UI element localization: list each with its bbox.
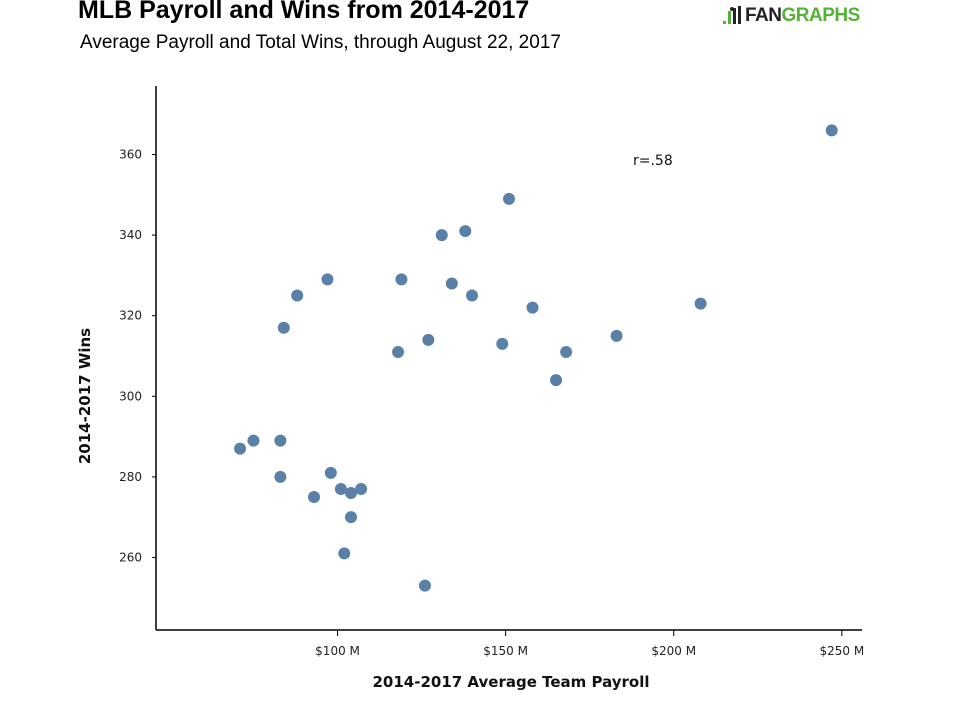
x-tick-label: $100 M <box>315 644 360 658</box>
data-point <box>277 321 290 334</box>
x-tick-label: $200 M <box>651 644 696 658</box>
data-point <box>459 225 472 238</box>
chart-subtitle: Average Payroll and Total Wins, through … <box>80 32 561 53</box>
x-axis-title: 2014-2017 Average Team Payroll <box>372 673 649 691</box>
data-point <box>308 491 321 504</box>
data-point <box>355 482 368 495</box>
y-axis-title: 2014-2017 Wins <box>76 328 94 464</box>
chart-title: MLB Payroll and Wins from 2014-2017 <box>78 0 530 24</box>
data-point <box>274 470 287 483</box>
data-point <box>422 333 435 346</box>
fangraphs-logo-icon <box>722 5 744 27</box>
y-tick-label: 260 <box>119 550 142 564</box>
data-point <box>321 273 334 286</box>
data-point <box>344 486 357 499</box>
data-point <box>825 124 838 137</box>
fangraphs-logo: FAN GRAPHS <box>722 5 860 27</box>
data-point <box>234 442 247 455</box>
data-points <box>234 124 838 592</box>
data-point <box>435 229 448 242</box>
data-point <box>392 345 405 358</box>
chart-axes: 260 280 300 320 340 360 $100 M $150 M $200 M $250… <box>119 86 864 658</box>
data-point <box>334 482 347 495</box>
y-tick-label: 280 <box>119 470 142 484</box>
data-point <box>324 466 337 479</box>
correlation-annotation: r=.58 <box>633 153 673 169</box>
y-tick-label: 340 <box>119 228 142 242</box>
data-point <box>418 579 431 592</box>
data-point <box>466 289 479 302</box>
data-point <box>503 192 515 205</box>
data-point <box>445 277 458 290</box>
y-tick-label: 360 <box>119 148 142 162</box>
data-point <box>247 434 260 447</box>
data-point <box>338 547 351 560</box>
data-point <box>344 511 357 524</box>
data-point <box>560 345 573 358</box>
data-point <box>610 329 623 342</box>
logo-text-graphs: GRAPHS <box>781 5 861 26</box>
data-point <box>395 273 408 286</box>
data-point <box>496 337 509 350</box>
y-tick-label: 320 <box>119 309 142 323</box>
data-point <box>526 301 539 314</box>
data-point <box>550 374 563 387</box>
data-point <box>694 297 707 310</box>
x-tick-label: $150 M <box>483 644 528 658</box>
data-point <box>274 434 287 447</box>
y-tick-label: 300 <box>119 389 142 403</box>
data-point <box>291 289 304 302</box>
x-tick-label: $250 M <box>819 644 864 658</box>
logo-text-fan: FAN <box>745 5 782 26</box>
